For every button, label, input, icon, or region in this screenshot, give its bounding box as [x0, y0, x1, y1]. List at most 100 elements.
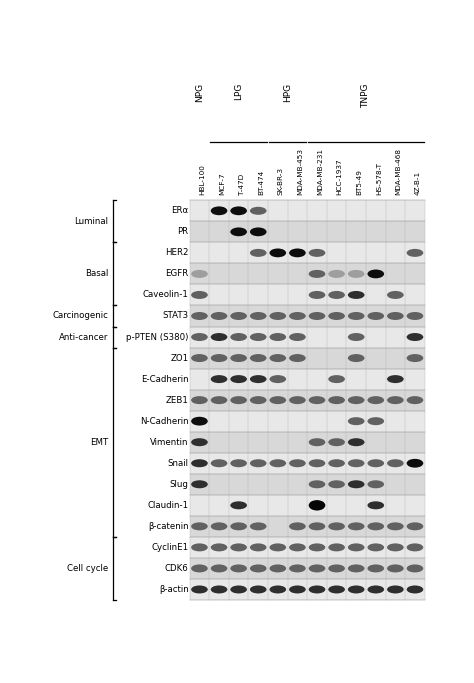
Ellipse shape: [387, 459, 404, 467]
Ellipse shape: [289, 354, 306, 362]
Text: HBL-100: HBL-100: [200, 164, 205, 195]
Ellipse shape: [270, 459, 286, 467]
Ellipse shape: [289, 522, 306, 531]
Ellipse shape: [348, 396, 365, 404]
Text: ERα: ERα: [171, 206, 189, 215]
Ellipse shape: [328, 544, 345, 551]
Text: Anti-cancer: Anti-cancer: [59, 333, 108, 342]
Text: TNPG: TNPG: [362, 83, 371, 107]
Ellipse shape: [250, 544, 266, 551]
Ellipse shape: [270, 312, 286, 320]
Bar: [190, 537, 425, 558]
Text: MDA-MB-468: MDA-MB-468: [395, 148, 401, 195]
Ellipse shape: [270, 564, 286, 572]
Ellipse shape: [250, 227, 266, 236]
Text: Basal: Basal: [85, 269, 108, 279]
Bar: [190, 494, 425, 516]
Text: Carcinogenic: Carcinogenic: [52, 311, 108, 320]
Ellipse shape: [309, 500, 325, 510]
Text: MCF-7: MCF-7: [219, 172, 225, 195]
Text: Luminal: Luminal: [74, 217, 108, 226]
Text: β-actin: β-actin: [159, 585, 189, 594]
Ellipse shape: [250, 564, 266, 572]
Ellipse shape: [328, 375, 345, 383]
Text: LPG: LPG: [234, 83, 243, 100]
Ellipse shape: [348, 564, 365, 572]
Ellipse shape: [211, 585, 228, 594]
Ellipse shape: [191, 417, 208, 426]
Ellipse shape: [230, 375, 247, 383]
Ellipse shape: [250, 585, 266, 594]
Ellipse shape: [367, 585, 384, 594]
Ellipse shape: [348, 522, 365, 531]
Text: Vimentin: Vimentin: [150, 438, 189, 447]
Ellipse shape: [230, 312, 247, 320]
Text: β-catenin: β-catenin: [148, 522, 189, 531]
Ellipse shape: [230, 206, 247, 215]
Text: ZO1: ZO1: [171, 354, 189, 363]
Ellipse shape: [367, 270, 384, 278]
Ellipse shape: [348, 291, 365, 299]
Ellipse shape: [407, 312, 423, 320]
Ellipse shape: [328, 396, 345, 404]
Ellipse shape: [387, 396, 404, 404]
Ellipse shape: [250, 354, 266, 362]
Ellipse shape: [230, 564, 247, 572]
Ellipse shape: [407, 585, 423, 594]
Ellipse shape: [309, 564, 325, 572]
Ellipse shape: [211, 459, 228, 467]
Ellipse shape: [289, 459, 306, 467]
Ellipse shape: [270, 544, 286, 551]
Ellipse shape: [250, 396, 266, 404]
Text: CDK6: CDK6: [165, 564, 189, 573]
Ellipse shape: [191, 291, 208, 299]
Bar: [190, 221, 425, 242]
Ellipse shape: [270, 396, 286, 404]
Ellipse shape: [309, 291, 325, 299]
Text: Snail: Snail: [167, 459, 189, 468]
Ellipse shape: [387, 585, 404, 594]
Ellipse shape: [367, 501, 384, 510]
Ellipse shape: [407, 522, 423, 531]
Text: MDA-MB-231: MDA-MB-231: [317, 148, 323, 195]
Text: CyclinE1: CyclinE1: [151, 543, 189, 552]
Bar: [190, 516, 425, 537]
Ellipse shape: [289, 249, 306, 257]
Ellipse shape: [191, 270, 208, 278]
Ellipse shape: [230, 354, 247, 362]
Ellipse shape: [270, 354, 286, 362]
Ellipse shape: [289, 312, 306, 320]
Ellipse shape: [328, 564, 345, 572]
Text: ZEB1: ZEB1: [166, 395, 189, 404]
Ellipse shape: [191, 522, 208, 531]
Ellipse shape: [191, 312, 208, 320]
Ellipse shape: [348, 585, 365, 594]
Ellipse shape: [289, 564, 306, 572]
Bar: [190, 453, 425, 474]
Ellipse shape: [309, 396, 325, 404]
Bar: [190, 369, 425, 389]
Ellipse shape: [289, 396, 306, 404]
Ellipse shape: [309, 312, 325, 320]
Ellipse shape: [407, 544, 423, 551]
Ellipse shape: [407, 396, 423, 404]
Ellipse shape: [211, 544, 228, 551]
Ellipse shape: [328, 270, 345, 278]
Ellipse shape: [289, 333, 306, 341]
Ellipse shape: [348, 354, 365, 362]
Ellipse shape: [250, 522, 266, 531]
Text: p-PTEN (S380): p-PTEN (S380): [126, 333, 189, 342]
Bar: [190, 284, 425, 305]
Ellipse shape: [367, 396, 384, 404]
Ellipse shape: [348, 312, 365, 320]
Ellipse shape: [387, 291, 404, 299]
Ellipse shape: [191, 354, 208, 362]
Bar: [190, 326, 425, 348]
Text: HS-578-T: HS-578-T: [376, 162, 382, 195]
Bar: [190, 200, 425, 221]
Bar: [190, 389, 425, 410]
Bar: [190, 432, 425, 453]
Ellipse shape: [230, 522, 247, 531]
Ellipse shape: [348, 333, 365, 341]
Ellipse shape: [328, 522, 345, 531]
